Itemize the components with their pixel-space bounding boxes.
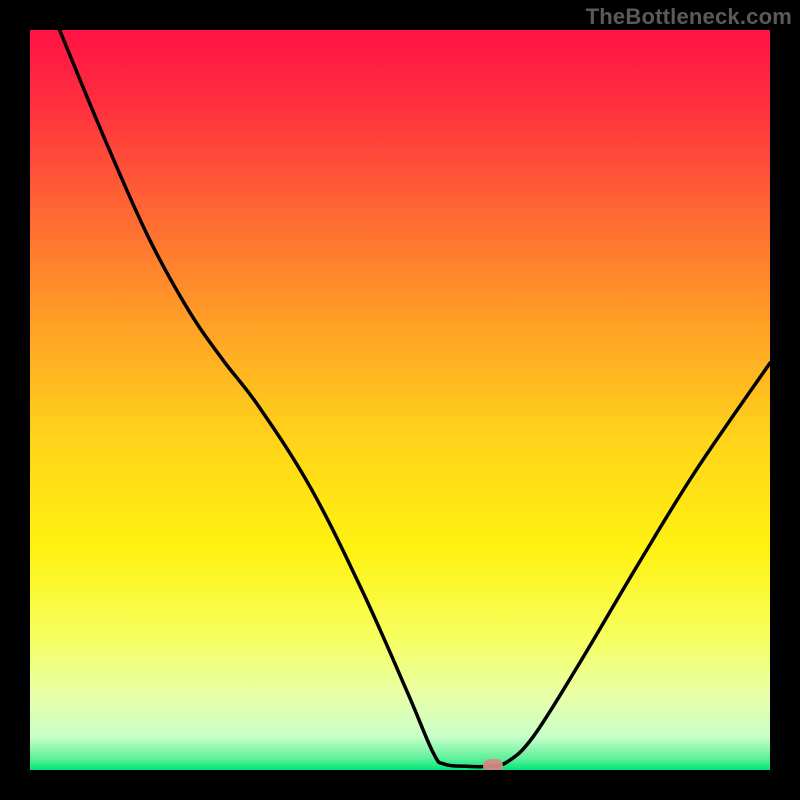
bottleneck-chart: TheBottleneck.com — [0, 0, 800, 800]
watermark-text: TheBottleneck.com — [586, 4, 792, 30]
plot-area — [30, 30, 770, 770]
bottleneck-curve — [30, 30, 770, 770]
highlight-marker — [483, 759, 503, 770]
curve-line — [60, 30, 770, 767]
